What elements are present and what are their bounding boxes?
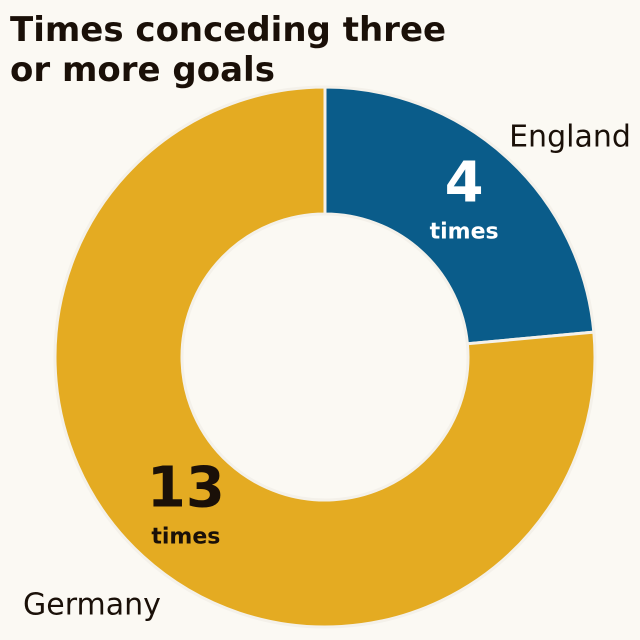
- value-label: 4: [445, 151, 484, 216]
- category-label: Germany: [23, 588, 161, 623]
- chart-title: Times conceding three or more goals: [10, 10, 447, 90]
- donut-slice: [53, 85, 597, 629]
- unit-label: times: [430, 219, 499, 244]
- value-label: 13: [147, 456, 225, 521]
- donut-slice: [323, 85, 596, 346]
- unit-label: times: [151, 525, 220, 550]
- category-label: England: [509, 120, 631, 155]
